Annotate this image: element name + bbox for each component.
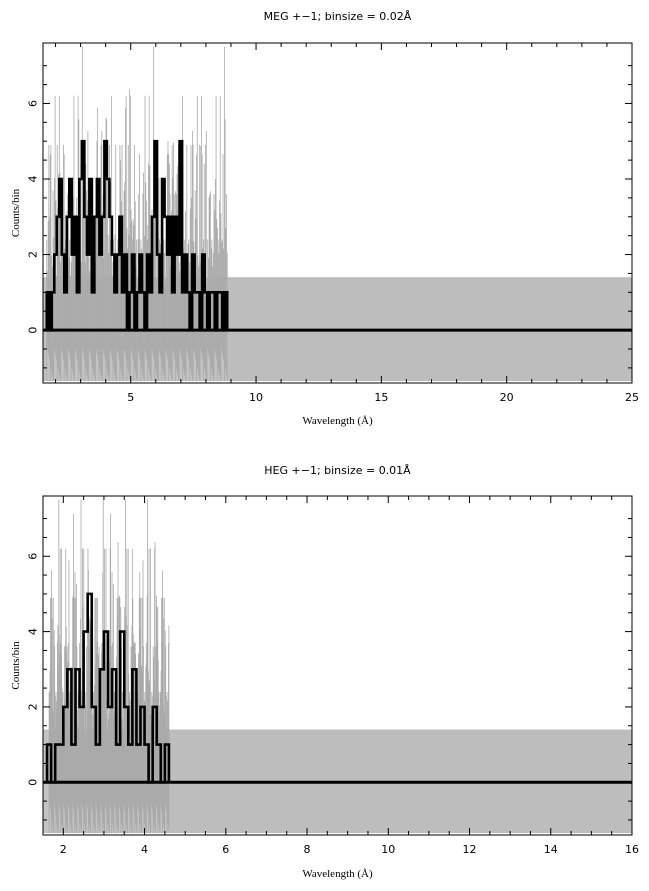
y-tick-label: 0	[27, 327, 40, 334]
y-tick-label: 0	[27, 779, 40, 786]
chart-1: 5 10 15 20 25 0 2 4 6 MEG +−1; binsize = 0.02Å Wav…	[10, 10, 639, 427]
x-tick-label: 2	[60, 843, 67, 856]
chart-2: 2 4 6 8 10 12 14 16 0 2 4 6 HEG +−1; binsize = 0.01Å…	[10, 464, 639, 880]
plot-frame	[42, 42, 633, 384]
x-tick-label: 16	[625, 843, 639, 856]
x-tick-label: 20	[500, 391, 514, 404]
y-tick-label: 6	[27, 100, 40, 107]
x-tick-label: 8	[304, 843, 311, 856]
y-axis-label: Counts/bin	[10, 188, 22, 237]
chart-title: MEG +−1; binsize = 0.02Å	[264, 10, 412, 23]
x-tick-label: 15	[374, 391, 388, 404]
x-axis-label: Wavelength (Å)	[302, 415, 373, 427]
x-tick-label: 4	[141, 843, 148, 856]
y-tick-label: 2	[27, 251, 40, 258]
y-tick-label: 4	[27, 628, 40, 635]
x-tick-label: 14	[544, 843, 558, 856]
chart-title: HEG +−1; binsize = 0.01Å	[264, 464, 411, 477]
y-tick-label: 6	[27, 553, 40, 560]
x-tick-label: 5	[127, 391, 134, 404]
x-tick-label: 10	[381, 843, 395, 856]
x-tick-label: 10	[249, 391, 263, 404]
x-tick-label: 25	[625, 391, 639, 404]
y-tick-label: 4	[27, 176, 40, 183]
x-axis-label: Wavelength (Å)	[302, 868, 373, 880]
series-line	[45, 592, 171, 784]
x-tick-label: 12	[463, 843, 477, 856]
series-line	[45, 139, 229, 332]
y-tick-label: 2	[27, 703, 40, 710]
y-axis-label: Counts/bin	[10, 641, 22, 690]
plot-frame	[42, 495, 633, 836]
x-tick-label: 6	[222, 843, 229, 856]
